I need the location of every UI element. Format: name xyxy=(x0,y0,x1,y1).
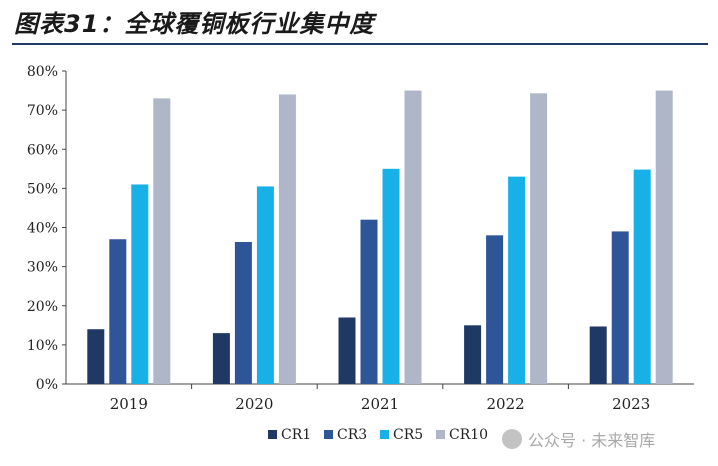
y-tick-label: 30% xyxy=(27,260,58,276)
legend-label-cr3: CR3 xyxy=(337,427,367,443)
title-divider xyxy=(12,43,708,45)
wechat-icon xyxy=(502,429,522,449)
y-tick-label: 20% xyxy=(27,299,58,315)
bar-cr10-2019 xyxy=(153,98,171,384)
y-tick-label: 10% xyxy=(27,338,58,354)
bar-cr5-2022 xyxy=(508,176,526,384)
bar-cr5-2019 xyxy=(131,184,149,384)
legend-label-cr10: CR10 xyxy=(449,427,488,443)
chart-title: 图表31：全球覆铜板行业集中度 xyxy=(14,10,375,38)
y-tick-label: 70% xyxy=(27,103,58,119)
bar-cr3-2023 xyxy=(611,231,629,384)
bar-cr1-2020 xyxy=(212,333,230,384)
legend-swatch-cr10 xyxy=(436,430,445,439)
watermark: 公众号 · 未来智库 xyxy=(502,424,712,454)
legend-label-cr1: CR1 xyxy=(281,427,311,443)
y-tick-label: 0% xyxy=(36,377,58,393)
bar-cr3-2022 xyxy=(486,235,504,384)
bar-cr10-2020 xyxy=(278,94,296,384)
watermark-text: 公众号 · 未来智库 xyxy=(528,431,656,450)
legend-swatch-cr1 xyxy=(268,430,277,439)
bar-cr3-2021 xyxy=(360,219,378,384)
legend-label-cr5: CR5 xyxy=(393,427,423,443)
y-tick-label: 80% xyxy=(27,64,58,80)
legend-swatch-cr5 xyxy=(380,430,389,439)
bar-cr5-2021 xyxy=(382,168,400,384)
bar-cr3-2019 xyxy=(109,239,127,384)
bar-cr5-2023 xyxy=(633,169,651,384)
bar-cr10-2021 xyxy=(404,90,422,384)
y-tick-label: 50% xyxy=(27,181,58,197)
x-tick-label: 2020 xyxy=(235,395,273,413)
legend-swatch-cr3 xyxy=(324,430,333,439)
bar-cr5-2020 xyxy=(256,186,274,384)
x-tick-label: 2019 xyxy=(110,395,148,413)
bar-cr1-2021 xyxy=(338,317,356,384)
y-tick-label: 60% xyxy=(27,142,58,158)
bar-cr1-2019 xyxy=(87,329,105,384)
bar-cr10-2023 xyxy=(655,90,673,384)
x-tick-label: 2023 xyxy=(612,395,650,413)
bar-cr3-2020 xyxy=(234,241,252,384)
y-tick-label: 40% xyxy=(27,221,58,237)
bar-cr1-2023 xyxy=(589,326,607,384)
bar-cr10-2022 xyxy=(530,93,548,385)
bar-cr1-2022 xyxy=(464,325,482,384)
x-tick-label: 2022 xyxy=(487,395,525,413)
x-tick-label: 2021 xyxy=(361,395,399,413)
